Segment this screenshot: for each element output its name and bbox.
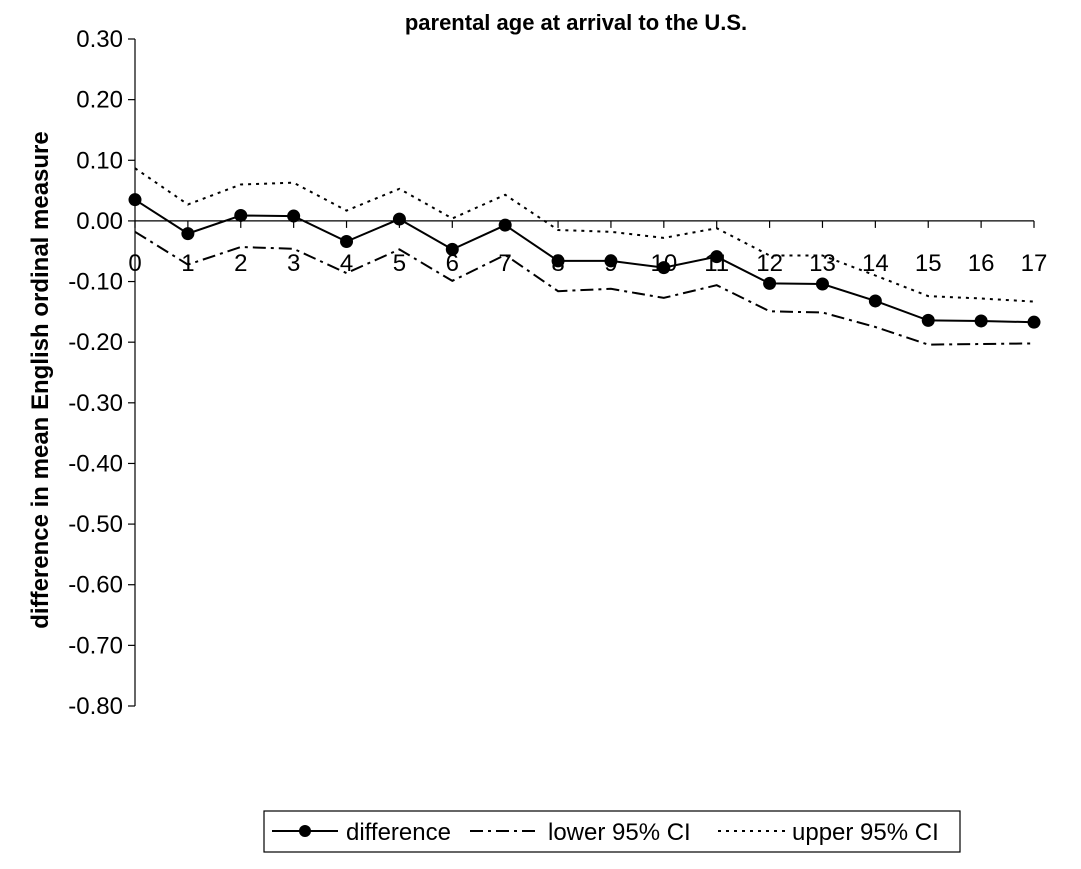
data-point-difference [763,276,777,290]
y-tick-label: -0.10 [68,269,123,296]
data-point-difference [392,212,406,226]
data-point-difference [181,227,195,241]
y-tick-label: -0.50 [68,511,123,538]
series-line-difference [134,198,1035,324]
data-point-difference [710,250,724,264]
y-tick-label: -0.20 [68,329,123,356]
x-tick-label: 14 [862,250,889,277]
y-tick-label: 0.20 [76,87,123,114]
y-tick-label: -0.30 [68,390,123,417]
y-tick-label: 0.00 [76,208,123,235]
y-tick-label: -0.40 [68,450,123,477]
y-tick-label: 0.30 [76,26,123,53]
x-tick-label: 0 [128,250,141,277]
x-tick-label: 7 [498,250,511,277]
x-tick-label: 6 [446,250,459,277]
x-tick-label: 5 [393,250,406,277]
x-tick-label: 4 [340,250,353,277]
y-tick-label: -0.60 [68,572,123,599]
data-point-difference [604,254,618,268]
legend-label-lower-ci: lower 95% CI [548,819,691,846]
data-point-difference [234,208,248,222]
data-point-difference [128,193,142,207]
series-layer [128,167,1041,346]
legend: difference lower 95% CI upper 95% CI [263,810,961,853]
x-tick-label: 12 [756,250,783,277]
x-tick-label: 13 [809,250,836,277]
x-axis-ticks: 01234567891011121314151617 [128,220,1048,277]
legend-label-difference: difference [346,819,451,846]
data-point-difference [974,314,988,328]
data-point-difference [868,294,882,308]
y-axis-ticks: 0.30 0.20 0.10 0.00 -0.10 -0.20 -0.30 -0.40 -0.5… [68,26,135,720]
data-point-difference [1027,315,1041,329]
data-point-difference [340,235,354,249]
data-point-difference [498,218,512,232]
data-point-difference [551,254,565,268]
x-tick-label: 2 [234,250,247,277]
series-line-lower-95-ci [134,230,1035,346]
y-tick-label: 0.10 [76,147,123,174]
x-tick-label: 3 [287,250,300,277]
data-point-difference [445,242,459,256]
y-axis-title: difference in mean English ordinal measu… [27,131,54,628]
data-point-difference [287,209,301,223]
data-point-difference [657,261,671,275]
y-tick-label: -0.70 [68,632,123,659]
legend-marker-difference [299,825,311,837]
x-tick-label: 17 [1021,250,1048,277]
legend-label-upper-ci: upper 95% CI [792,819,939,846]
data-point-difference [921,313,935,327]
x-tick-label: 15 [915,250,942,277]
series-line-upper-95-ci [134,167,1035,303]
chart-title: parental age at arrival to the U.S. [405,10,747,35]
legend-box [263,810,961,853]
data-point-difference [815,277,829,291]
x-tick-label: 1 [181,250,194,277]
y-tick-label: -0.80 [68,693,123,720]
x-tick-label: 16 [968,250,995,277]
